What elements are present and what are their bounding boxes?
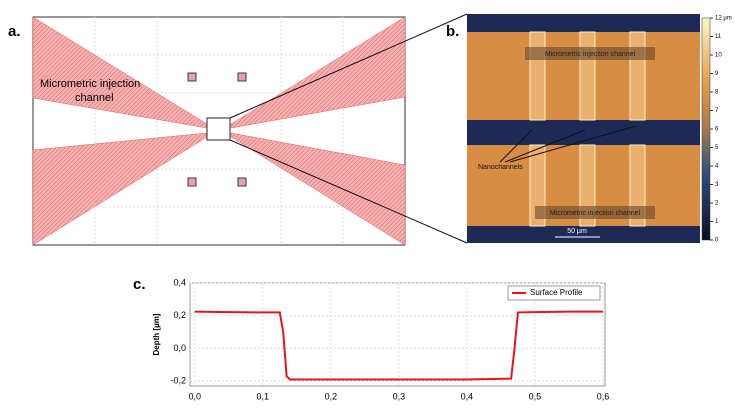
x-tick-label: 0,1 — [257, 391, 270, 401]
colorbar-tick-label: 11 — [715, 34, 722, 40]
colorbar-tick-label: 5 — [715, 145, 719, 151]
colorbar-tick-label: 6 — [715, 127, 719, 133]
y-tick-label: 0,4 — [173, 277, 186, 287]
x-tick-label: 0,5 — [529, 391, 542, 401]
x-tick-label: 0,2 — [325, 391, 338, 401]
legend-label: Surface Profile — [530, 288, 583, 297]
channel-label: channel — [75, 92, 114, 104]
y-tick-label: 0,2 — [173, 310, 186, 320]
colorbar-tick-label: 7 — [715, 108, 719, 114]
scale-bar-label: 50 µm — [567, 228, 587, 235]
colorbar-tick-label: 0 — [715, 238, 719, 244]
panel-label: c. — [133, 276, 146, 293]
colorbar-tick-label: 10 — [715, 53, 722, 59]
x-tick-label: 0,6 — [597, 391, 610, 401]
colorbar-tick-label: 2 — [715, 201, 719, 207]
panel-label: a. — [8, 23, 21, 40]
colorbar-tick-label: 12 µm — [715, 16, 732, 22]
image-label: Micrometric injection channel — [545, 51, 636, 58]
channel-label: Micrometric injection — [40, 78, 140, 90]
figure: a. Micrometric injection channel b. Micr… — [0, 0, 735, 405]
colorbar-tick-label: 4 — [715, 164, 719, 170]
y-tick-label: 0,0 — [173, 343, 186, 353]
page: {"panels": { "a": {"label": "a.", "chann… — [0, 0, 735, 405]
colorbar-tick-label: 3 — [715, 182, 719, 188]
x-tick-label: 0,0 — [189, 391, 202, 401]
colorbar-tick-label: 9 — [715, 71, 719, 77]
colorbar — [702, 18, 710, 240]
colorbar-tick-label: 8 — [715, 90, 719, 96]
colorbar-tick-label: 1 — [715, 219, 719, 225]
x-tick-label: 0,3 — [393, 391, 406, 401]
x-tick-label: 0,4 — [461, 391, 474, 401]
y-axis-label: Depth [µm] — [152, 313, 161, 355]
nanochannels-label: Nanochannels — [478, 164, 523, 171]
image-label: Micrometric injection channel — [550, 210, 641, 217]
panel-label: b. — [446, 23, 459, 40]
microscope-image — [467, 14, 700, 243]
y-tick-label: -0,2 — [170, 375, 186, 385]
